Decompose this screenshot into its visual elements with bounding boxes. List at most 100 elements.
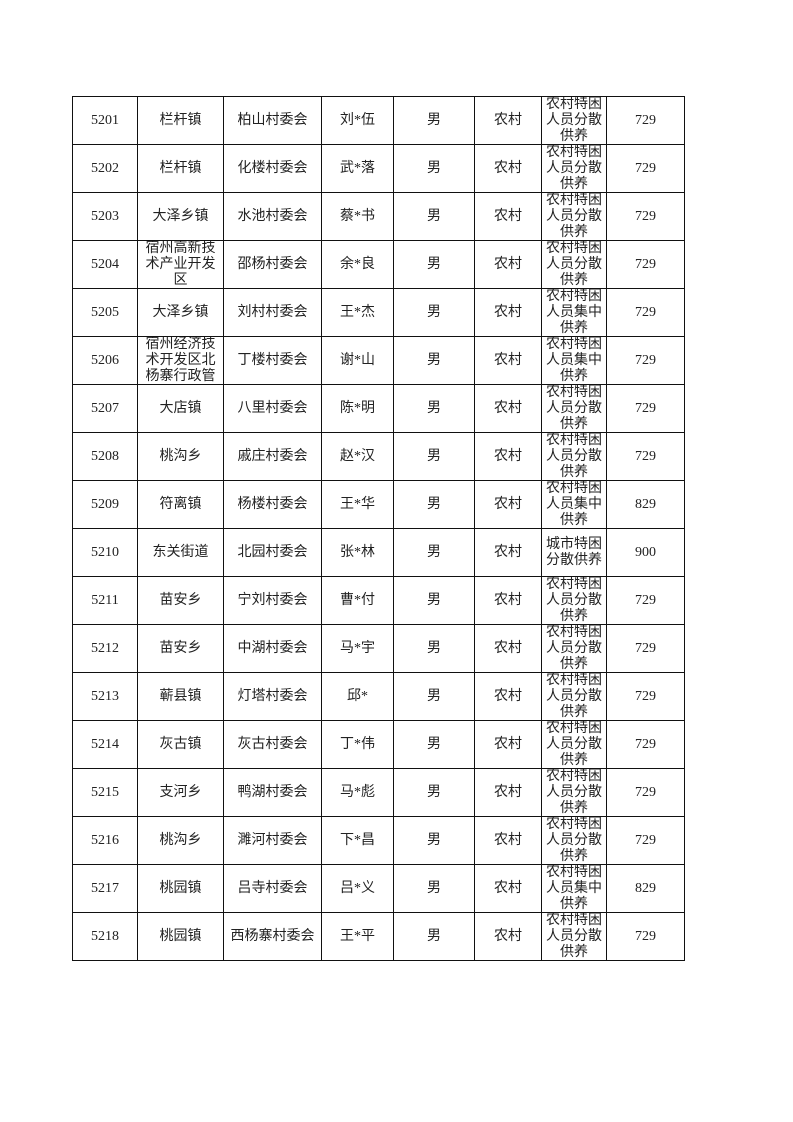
village-cell: 杨楼村委会 bbox=[223, 480, 322, 529]
village-cell: 水池村委会 bbox=[223, 192, 322, 241]
area-cell-text: 农村 bbox=[494, 208, 522, 224]
gender-cell-text: 男 bbox=[427, 736, 441, 752]
area-cell-text: 农村 bbox=[494, 352, 522, 368]
assistance-type-cell-text: 农村特困人员分散供养 bbox=[546, 385, 602, 432]
village-cell: 北园村委会 bbox=[223, 528, 322, 577]
gender-cell: 男 bbox=[393, 528, 475, 577]
area-cell-text: 农村 bbox=[494, 784, 522, 800]
name-cell-text: 余*良 bbox=[340, 256, 375, 272]
name-cell: 赵*汉 bbox=[321, 432, 394, 481]
assistance-type-cell: 农村特困人员分散供养 bbox=[541, 768, 607, 817]
town-cell-text: 大泽乡镇 bbox=[152, 304, 209, 320]
amount-cell: 729 bbox=[606, 336, 685, 385]
gender-cell-text: 男 bbox=[427, 928, 441, 944]
table-row: 5218 桃园镇 西杨寨村委会 王*平 男 农村 农村特困人员分散供养 729 bbox=[72, 912, 685, 961]
gender-cell-text: 男 bbox=[427, 832, 441, 848]
assistance-type-cell-text: 农村特困人员分散供养 bbox=[546, 193, 602, 240]
assistance-type-cell-text: 农村特困人员分散供养 bbox=[546, 145, 602, 192]
amount-cell: 729 bbox=[606, 768, 685, 817]
record-number: 5201 bbox=[72, 96, 138, 145]
amount-cell-text: 729 bbox=[635, 112, 656, 128]
area-cell-text: 农村 bbox=[494, 400, 522, 416]
amount-cell: 729 bbox=[606, 240, 685, 289]
area-cell: 农村 bbox=[474, 432, 542, 481]
village-cell-text: 濉河村委会 bbox=[237, 832, 308, 848]
area-cell: 农村 bbox=[474, 864, 542, 913]
record-number-text: 5215 bbox=[91, 784, 119, 800]
assistance-type-cell: 农村特困人员集中供养 bbox=[541, 288, 607, 337]
record-number-text: 5218 bbox=[91, 928, 119, 944]
amount-cell: 729 bbox=[606, 432, 685, 481]
record-number-text: 5212 bbox=[91, 640, 119, 656]
gender-cell: 男 bbox=[393, 432, 475, 481]
record-number: 5207 bbox=[72, 384, 138, 433]
name-cell-text: 下*昌 bbox=[340, 832, 375, 848]
village-cell: 柏山村委会 bbox=[223, 96, 322, 145]
area-cell-text: 农村 bbox=[494, 160, 522, 176]
assistance-type-cell: 农村特困人员集中供养 bbox=[541, 864, 607, 913]
record-number-text: 5208 bbox=[91, 448, 119, 464]
assistance-type-cell-text: 农村特困人员分散供养 bbox=[546, 721, 602, 768]
assistance-type-cell: 农村特困人员分散供养 bbox=[541, 672, 607, 721]
name-cell: 蔡*书 bbox=[321, 192, 394, 241]
record-number: 5208 bbox=[72, 432, 138, 481]
gender-cell: 男 bbox=[393, 480, 475, 529]
town-cell-text: 苗安乡 bbox=[159, 640, 202, 656]
assistance-type-cell-text: 农村特困人员集中供养 bbox=[546, 865, 602, 912]
record-number: 5211 bbox=[72, 576, 138, 625]
area-cell: 农村 bbox=[474, 624, 542, 673]
assistance-type-cell-text: 农村特困人员分散供养 bbox=[546, 97, 602, 144]
assistance-type-cell-text: 农村特困人员集中供养 bbox=[546, 289, 602, 336]
gender-cell-text: 男 bbox=[427, 208, 441, 224]
village-cell: 丁楼村委会 bbox=[223, 336, 322, 385]
table-row: 5203 大泽乡镇 水池村委会 蔡*书 男 农村 农村特困人员分散供养 729 bbox=[72, 192, 685, 241]
record-number-text: 5211 bbox=[91, 592, 119, 608]
amount-cell: 829 bbox=[606, 864, 685, 913]
area-cell: 农村 bbox=[474, 528, 542, 577]
amount-cell-text: 729 bbox=[635, 304, 656, 320]
village-cell: 中湖村委会 bbox=[223, 624, 322, 673]
area-cell-text: 农村 bbox=[494, 736, 522, 752]
name-cell-text: 张*林 bbox=[340, 544, 375, 560]
area-cell-text: 农村 bbox=[494, 496, 522, 512]
town-cell: 桃园镇 bbox=[137, 864, 224, 913]
area-cell: 农村 bbox=[474, 720, 542, 769]
record-number-text: 5207 bbox=[91, 400, 119, 416]
name-cell: 马*彪 bbox=[321, 768, 394, 817]
area-cell: 农村 bbox=[474, 576, 542, 625]
amount-cell-text: 729 bbox=[635, 400, 656, 416]
town-cell-text: 苗安乡 bbox=[159, 592, 202, 608]
assistance-type-cell-text: 农村特困人员分散供养 bbox=[546, 433, 602, 480]
amount-cell: 729 bbox=[606, 624, 685, 673]
amount-cell-text: 729 bbox=[635, 688, 656, 704]
name-cell: 王*杰 bbox=[321, 288, 394, 337]
village-cell: 刘村村委会 bbox=[223, 288, 322, 337]
gender-cell-text: 男 bbox=[427, 352, 441, 368]
area-cell-text: 农村 bbox=[494, 112, 522, 128]
table-row: 5201 栏杆镇 柏山村委会 刘*伍 男 农村 农村特困人员分散供养 729 bbox=[72, 96, 685, 145]
amount-cell: 729 bbox=[606, 192, 685, 241]
amount-cell: 729 bbox=[606, 672, 685, 721]
amount-cell-text: 729 bbox=[635, 448, 656, 464]
table-row: 5212 苗安乡 中湖村委会 马*宇 男 农村 农村特困人员分散供养 729 bbox=[72, 624, 685, 673]
assistance-type-cell-text: 农村特困人员集中供养 bbox=[546, 337, 602, 384]
record-number-text: 5201 bbox=[91, 112, 119, 128]
record-number: 5217 bbox=[72, 864, 138, 913]
record-number: 5212 bbox=[72, 624, 138, 673]
village-cell: 戚庄村委会 bbox=[223, 432, 322, 481]
village-cell: 八里村委会 bbox=[223, 384, 322, 433]
amount-cell: 729 bbox=[606, 96, 685, 145]
village-cell: 鸭湖村委会 bbox=[223, 768, 322, 817]
gender-cell-text: 男 bbox=[427, 400, 441, 416]
gender-cell-text: 男 bbox=[427, 640, 441, 656]
village-cell-text: 戚庄村委会 bbox=[237, 448, 308, 464]
record-number-text: 5204 bbox=[91, 256, 119, 272]
area-cell-text: 农村 bbox=[494, 880, 522, 896]
table-row: 5202 栏杆镇 化楼村委会 武*落 男 农村 农村特困人员分散供养 729 bbox=[72, 144, 685, 193]
assistance-type-cell: 农村特困人员分散供养 bbox=[541, 576, 607, 625]
gender-cell: 男 bbox=[393, 624, 475, 673]
town-cell-text: 宿州经济技术开发区北杨寨行政管 bbox=[145, 337, 216, 384]
name-cell-text: 王*平 bbox=[340, 928, 375, 944]
town-cell: 宿州经济技术开发区北杨寨行政管 bbox=[137, 336, 224, 385]
gender-cell-text: 男 bbox=[427, 256, 441, 272]
